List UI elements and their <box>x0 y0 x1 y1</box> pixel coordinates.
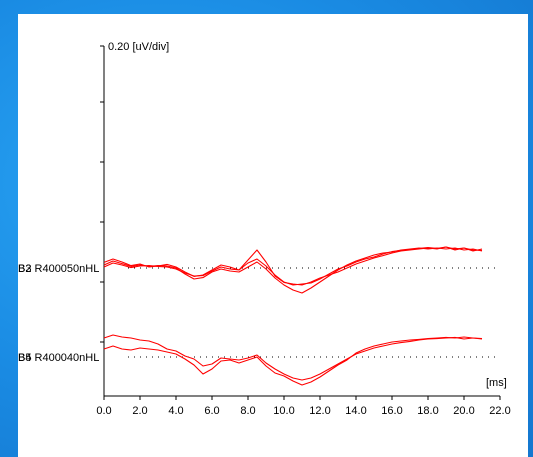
y-axis-label: 0.20 [uV/div] <box>108 41 169 53</box>
traces <box>103 246 483 386</box>
x-tick-label: 18.0 <box>417 405 438 417</box>
x-tick-label: 6.0 <box>204 405 219 417</box>
x-tick-label: 20.0 <box>453 405 474 417</box>
trace-label-overlay: B2 <box>18 263 31 275</box>
trace-label: B3 R400050nHL <box>18 263 99 275</box>
x-tick-label: 10.0 <box>273 405 294 417</box>
axes: 0.0 2.0 4.0 6.0 8.0 10.0 12.0 14.0 16.0 18.0 20.0 2… <box>96 45 511 417</box>
x-tick-label: 14.0 <box>345 405 366 417</box>
chart-panel: 0.0 2.0 4.0 6.0 8.0 10.0 12.0 14.0 16.0 18.0 20.0 2… <box>18 14 528 457</box>
waveform-chart: 0.0 2.0 4.0 6.0 8.0 10.0 12.0 14.0 16.0 18.0 20.0 2… <box>18 41 511 417</box>
waveform-trace <box>103 334 483 381</box>
x-tick-label: 12.0 <box>309 405 330 417</box>
x-tick-label: 16.0 <box>381 405 402 417</box>
waveform-trace <box>103 246 483 286</box>
trace-label-overlay: B4 <box>18 352 31 364</box>
trace-label: B5 R400040nHL <box>18 352 99 364</box>
waveform-trace <box>103 246 483 286</box>
x-tick-label: 22.0 <box>489 405 510 417</box>
x-tick-label: 0.0 <box>96 405 111 417</box>
x-tick-label: 8.0 <box>240 405 255 417</box>
waveform-trace <box>103 336 483 386</box>
baselines <box>128 267 496 358</box>
x-tick-label: 4.0 <box>168 405 183 417</box>
x-axis-unit-label: [ms] <box>486 377 507 389</box>
x-tick-label: 2.0 <box>132 405 147 417</box>
waveform-trace <box>103 247 483 294</box>
